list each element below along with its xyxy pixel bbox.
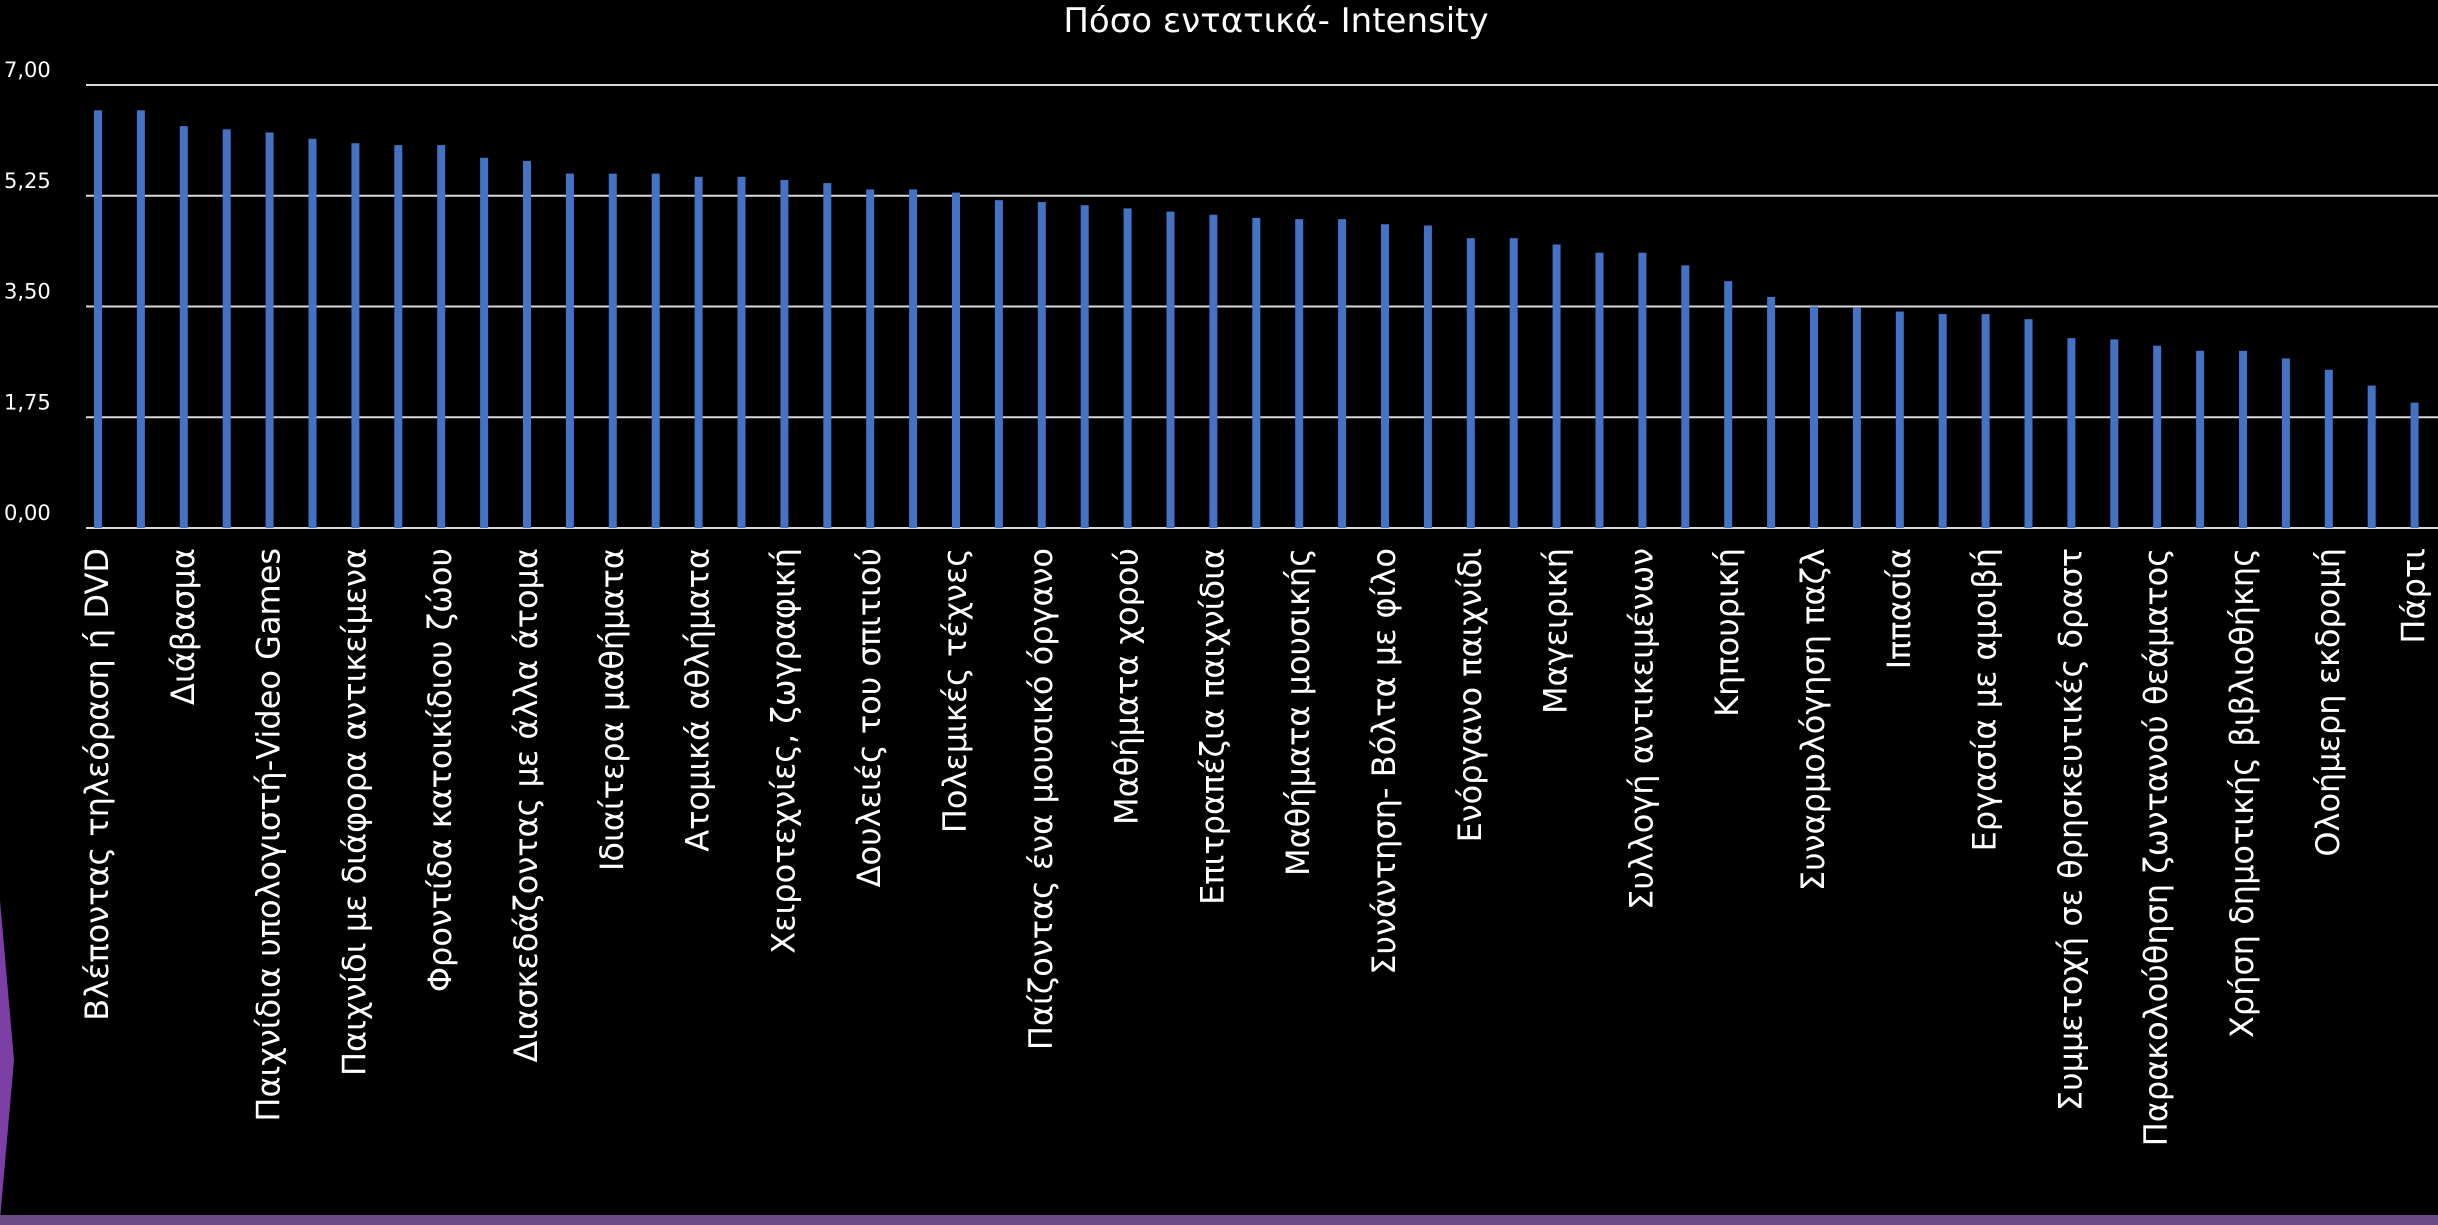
bar	[1295, 219, 1304, 528]
bar	[1724, 281, 1733, 528]
bar	[1767, 297, 1776, 528]
y-tick-label: 1,75	[4, 390, 51, 414]
x-tick-label: Μαθήματα χορού	[1108, 548, 1146, 825]
bar	[437, 145, 446, 528]
bar	[222, 129, 231, 529]
bar	[1895, 311, 1904, 528]
bar	[780, 179, 789, 528]
x-tick-label: Βλέποντας τηλεόραση ή DVD	[78, 548, 116, 1021]
bar	[737, 176, 746, 528]
bar	[265, 132, 274, 528]
x-tick-label: Συμμετοχή σε θρησκευτικές δραστ	[2051, 548, 2089, 1111]
x-tick-label: Εργασία με αμοιβή	[1966, 548, 2004, 851]
bar	[1209, 214, 1218, 528]
bar	[1123, 208, 1132, 528]
bar	[694, 176, 703, 528]
bar	[179, 126, 188, 528]
y-tick-label: 3,50	[4, 280, 51, 304]
bar	[1852, 307, 1861, 528]
x-tick-label: Φροντίδα κατοικίδιου ζώου	[421, 548, 459, 992]
bar	[1638, 252, 1647, 528]
bar	[823, 183, 832, 529]
bar	[1166, 211, 1175, 529]
bar	[1509, 238, 1518, 528]
bar	[480, 157, 489, 528]
x-tick-label: Ατομικά αθλήματα	[679, 548, 717, 852]
bar	[2196, 350, 2205, 528]
bar	[394, 145, 403, 528]
bar	[2067, 338, 2076, 528]
bar	[608, 173, 617, 528]
bar	[94, 110, 102, 529]
bar	[2239, 350, 2247, 528]
x-tick-label: Κηπουρική	[1708, 548, 1746, 717]
x-tick-label: Συλλογή αντικειμένων	[1622, 548, 1660, 910]
x-tick-label: Πάρτι	[2395, 548, 2433, 644]
x-tick-label: Συναρμολόγηση παζλ	[1794, 548, 1832, 891]
bars	[94, 110, 2419, 529]
bar	[2324, 369, 2333, 528]
bar	[2153, 345, 2162, 528]
gridlines	[86, 84, 2438, 529]
x-tick-label: Παιχνίδι με διάφορα αντικείμενα	[335, 548, 373, 1076]
bar	[952, 192, 960, 529]
bar	[136, 110, 145, 529]
bar	[1423, 225, 1432, 528]
x-tick-label: Επιτραπέζια παιχνίδια	[1193, 548, 1231, 905]
y-axis-ticks: 0,00 1,75 3,50 5,25 7,00	[4, 58, 51, 525]
x-tick-label: Διάβασμα	[164, 548, 202, 705]
x-tick-label: Παίζοντας ένα μουσικό όργανο	[1022, 548, 1060, 1050]
x-tick-label: Ιδιαίτερα μαθήματα	[593, 548, 631, 871]
bar	[2281, 358, 2290, 528]
x-axis-labels: Βλέποντας τηλεόραση ή DVD Διάβασμα Παιχνίδ…	[78, 548, 2433, 1146]
x-tick-label: Παρακολούθηση ζωντανού θεάματος	[2137, 548, 2175, 1146]
bar	[308, 138, 317, 529]
bar	[866, 189, 875, 528]
y-tick-label: 5,25	[4, 169, 51, 193]
x-tick-label: Παιχνίδια υπολογιστή-Video Games	[250, 548, 288, 1122]
bar	[2024, 319, 2033, 528]
bar	[1981, 314, 1990, 528]
x-tick-label: Ολοήμερη εκδρομή	[2309, 548, 2347, 857]
x-tick-label: Χειροτεχνίες, ζωγραφική	[764, 548, 802, 954]
y-tick-label: 7,00	[4, 58, 51, 82]
chart-title: Πόσο εντατικά- Intensity	[1063, 1, 1488, 41]
x-tick-label: Ενόργανο παιχνίδι	[1451, 548, 1489, 842]
bar	[565, 173, 574, 528]
x-tick-label: Συνάντηση- Βόλτα με φίλο	[1365, 548, 1403, 975]
bar	[1938, 314, 1947, 528]
x-tick-label: Χρήση δημοτικής βιβλιοθήκης	[2223, 548, 2261, 1038]
x-tick-label: Μαθήματα μουσικής	[1279, 548, 1317, 876]
bar	[1381, 224, 1389, 528]
bar	[1681, 265, 1690, 528]
x-tick-label: Πολεμικές τέχνες	[936, 548, 974, 833]
bar	[1037, 202, 1046, 529]
bar	[351, 143, 360, 529]
bar	[909, 189, 918, 528]
slide-bottom-bar	[0, 1215, 2438, 1225]
bar	[2410, 402, 2419, 528]
x-tick-label: Ιππασία	[1880, 548, 1918, 669]
bar	[1338, 219, 1347, 528]
bar	[2110, 339, 2119, 528]
bar	[1595, 252, 1604, 528]
bar	[1080, 205, 1089, 528]
bar	[2367, 385, 2376, 528]
x-tick-label: Διασκεδάζοντας με άλλα άτομα	[507, 548, 545, 1063]
bar	[1810, 306, 1818, 528]
x-tick-label: Δουλειές του σπιτιού	[850, 548, 888, 887]
bar	[1466, 238, 1475, 528]
bar	[1252, 217, 1261, 528]
bar	[651, 173, 660, 528]
bar	[1552, 244, 1561, 529]
x-tick-label: Μαγειρική	[1537, 548, 1575, 714]
slide-accent-shape	[0, 900, 14, 1220]
y-tick-label: 0,00	[4, 501, 51, 525]
bar	[523, 160, 531, 528]
bar	[994, 200, 1003, 528]
